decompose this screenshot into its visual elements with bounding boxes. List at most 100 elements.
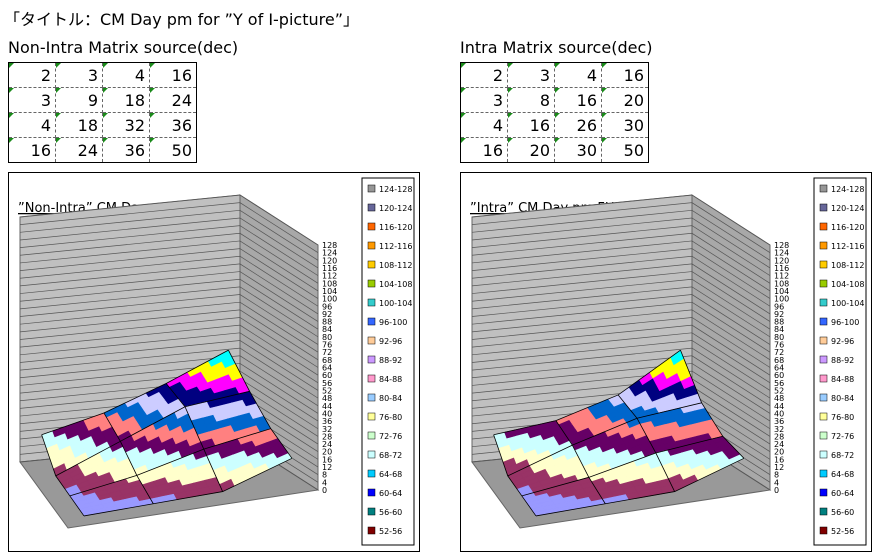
surface-gridline — [69, 428, 271, 497]
table-cell: 18 — [55, 112, 103, 138]
z-tick-label: 80 — [322, 333, 332, 342]
grid-line — [19, 209, 319, 261]
table-row: 4 16 26 30 — [460, 112, 649, 138]
table-row: 2 3 4 16 — [8, 62, 197, 88]
table-cell: 16 — [8, 137, 56, 163]
grid-line — [471, 340, 771, 391]
z-tick-label: 60 — [322, 371, 332, 380]
z-tick-label: 120 — [322, 256, 337, 265]
z-tick-label: 120 — [774, 256, 789, 265]
surface-gridline — [521, 435, 723, 497]
surface-chart: ”Intra” CM Day pm FHD-I(Y)04812162024283… — [460, 172, 872, 552]
table-cell: 32 — [102, 112, 150, 138]
table-cell: 16 — [507, 112, 555, 138]
legend-swatch — [819, 393, 828, 402]
grid-line — [19, 248, 319, 299]
z-tick-label: 44 — [322, 402, 332, 411]
z-tick-label: 60 — [774, 371, 784, 380]
table-cell: 16 — [601, 62, 649, 88]
legend-swatch — [819, 184, 828, 193]
legend-label: 96-100 — [831, 318, 859, 327]
legend-swatch — [367, 279, 376, 288]
z-tick-label: 24 — [322, 440, 332, 449]
grid-line — [19, 301, 319, 353]
z-tick-label: 36 — [774, 417, 784, 426]
z-tick-label: 104 — [774, 287, 789, 296]
grid-line — [19, 340, 319, 391]
z-tick-label: 32 — [322, 425, 332, 434]
z-tick-label: 88 — [774, 318, 784, 327]
z-tick-label: 100 — [774, 295, 789, 304]
table-row: 3 9 18 24 — [8, 87, 197, 113]
surface-gridline — [41, 349, 229, 436]
grid-line — [19, 309, 319, 361]
legend-swatch — [819, 241, 828, 250]
grid-line — [19, 255, 319, 307]
z-tick-label: 116 — [774, 264, 789, 273]
legend-swatch — [819, 203, 828, 212]
z-tick-label: 0 — [322, 486, 327, 495]
table-cell: 2 — [460, 62, 508, 88]
legend-swatch — [819, 298, 828, 307]
table-cell: 24 — [55, 137, 103, 163]
z-tick-label: 16 — [322, 455, 332, 464]
grid-line — [471, 317, 771, 368]
grid-line — [19, 294, 319, 345]
z-tick-label: 92 — [322, 310, 332, 319]
z-tick-label: 128 — [774, 241, 789, 250]
legend-label: 84-88 — [379, 375, 402, 384]
legend-swatch — [819, 431, 828, 440]
legend-swatch — [367, 241, 376, 250]
surface-gridline — [493, 349, 681, 436]
z-tick-label: 40 — [774, 409, 784, 418]
z-tick-label: 96 — [774, 302, 784, 311]
legend-swatch — [367, 488, 376, 497]
legend-swatch — [819, 260, 828, 269]
z-tick-label: 28 — [322, 432, 332, 441]
legend-label: 120-124 — [379, 204, 412, 213]
legend-label: 112-116 — [831, 242, 864, 251]
grid-line — [471, 286, 771, 338]
table-row: 16 20 30 50 — [460, 137, 649, 163]
grid-line — [471, 225, 771, 276]
z-tick-label: 76 — [774, 341, 784, 350]
z-tick-label: 112 — [774, 272, 789, 281]
legend-label: 80-84 — [831, 394, 854, 403]
legend-swatch — [819, 469, 828, 478]
table-cell: 4 — [8, 112, 56, 138]
z-tick-label: 128 — [322, 241, 337, 250]
legend-label: 104-108 — [831, 280, 864, 289]
legend-swatch — [819, 412, 828, 421]
legend-swatch — [367, 184, 376, 193]
sheet-title: 「タイトル：CM Day pm for ”Y of I-picture”」 — [4, 10, 359, 29]
legend-label: 56-60 — [831, 508, 854, 517]
grid-line — [471, 232, 771, 284]
z-tick-label: 8 — [322, 471, 327, 480]
grid-line — [19, 240, 319, 292]
legend-label: 124-128 — [379, 185, 412, 194]
table-cell: 4 — [102, 62, 150, 88]
legend-swatch — [367, 450, 376, 459]
legend-label: 120-124 — [831, 204, 864, 213]
table-caption: Non-Intra Matrix source(dec) — [8, 38, 239, 57]
legend-swatch — [819, 279, 828, 288]
table-cell: 3 — [507, 62, 555, 88]
legend-label: 68-72 — [379, 451, 402, 460]
z-tick-label: 104 — [322, 287, 337, 296]
legend-label: 104-108 — [379, 280, 412, 289]
grid-line — [471, 248, 771, 299]
table-cell: 50 — [149, 137, 197, 163]
grid-line — [19, 217, 319, 269]
legend-label: 72-76 — [831, 432, 854, 441]
table-cell: 16 — [149, 62, 197, 88]
grid-line — [19, 355, 319, 407]
table-cell: 16 — [554, 87, 602, 113]
table-cell: 20 — [507, 137, 555, 163]
legend-label: 80-84 — [379, 394, 402, 403]
table-row: 3 8 16 20 — [460, 87, 649, 113]
legend-swatch — [819, 507, 828, 516]
table-row: 16 24 36 50 — [8, 137, 197, 163]
z-tick-label: 0 — [774, 486, 779, 495]
legend-label: 116-120 — [831, 223, 864, 232]
legend-swatch — [819, 450, 828, 459]
